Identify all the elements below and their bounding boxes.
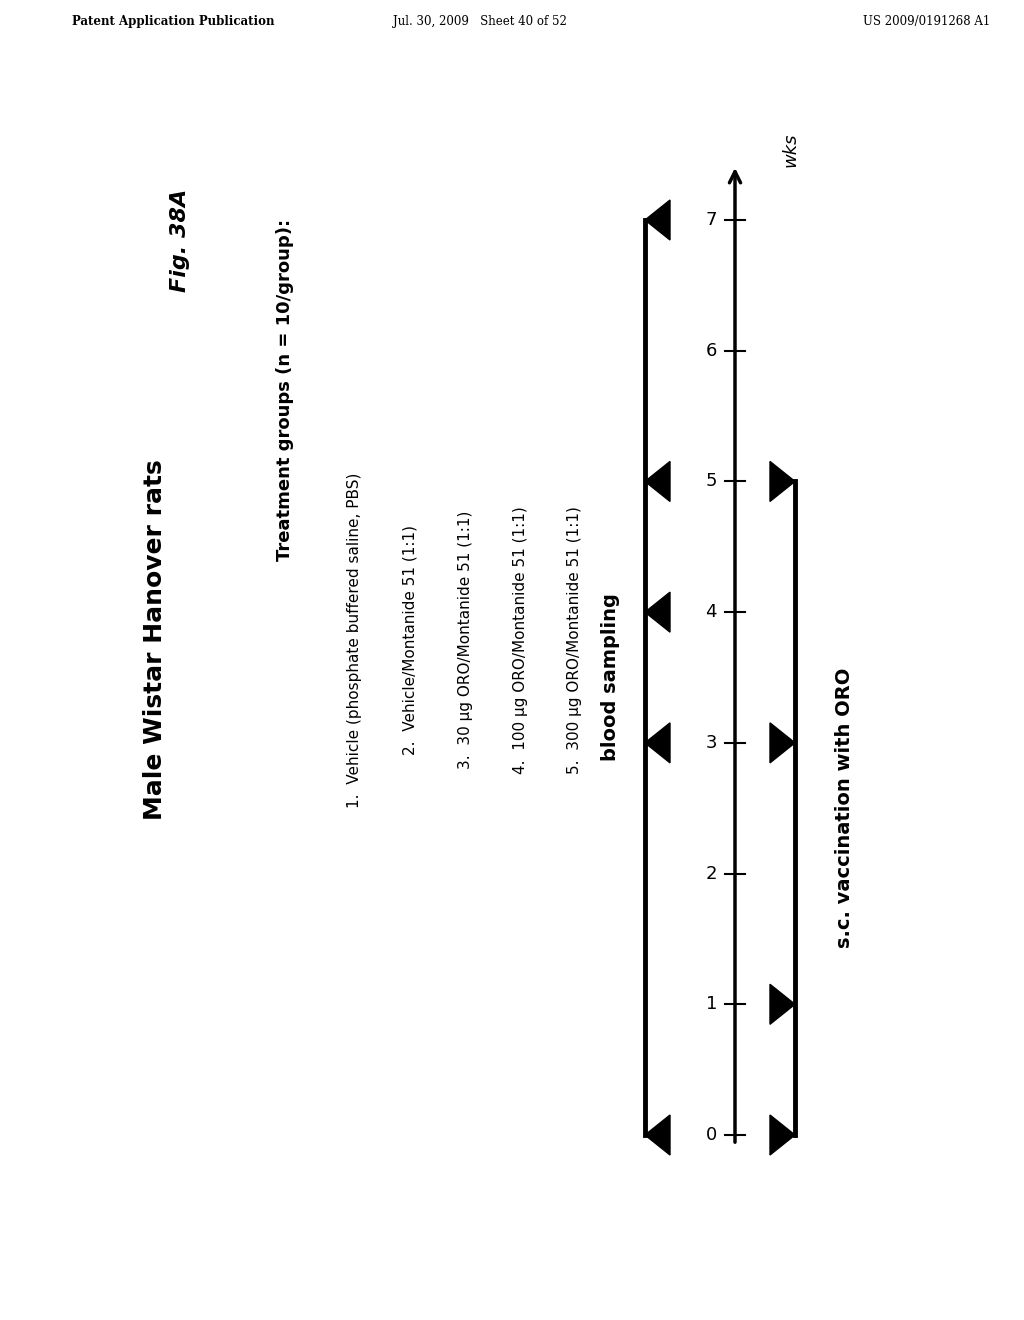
Text: 3: 3 [706,734,717,752]
Polygon shape [645,462,670,502]
Polygon shape [645,201,670,240]
Text: 1: 1 [706,995,717,1014]
Text: US 2009/0191268 A1: US 2009/0191268 A1 [863,15,990,28]
Text: Jul. 30, 2009   Sheet 40 of 52: Jul. 30, 2009 Sheet 40 of 52 [393,15,567,28]
Text: 7: 7 [706,211,717,228]
Text: 3.  30 μg ORO/Montanide 51 (1:1): 3. 30 μg ORO/Montanide 51 (1:1) [458,511,472,770]
Polygon shape [645,593,670,632]
Polygon shape [770,1115,795,1155]
Text: 5.  300 μg ORO/Montanide 51 (1:1): 5. 300 μg ORO/Montanide 51 (1:1) [567,506,583,774]
Text: 4: 4 [706,603,717,622]
Text: wks: wks [781,133,799,168]
Text: 5: 5 [706,473,717,491]
Text: blood sampling: blood sampling [600,594,620,762]
Text: Treatment groups (n = 10/group):: Treatment groups (n = 10/group): [276,219,294,561]
Text: 1.  Vehicle (phosphate buffered saline, PBS): 1. Vehicle (phosphate buffered saline, P… [347,473,362,808]
Polygon shape [770,462,795,502]
Text: 0: 0 [706,1126,717,1144]
Polygon shape [645,723,670,763]
Text: 4.  100 μg ORO/Montanide 51 (1:1): 4. 100 μg ORO/Montanide 51 (1:1) [512,506,527,774]
Text: Patent Application Publication: Patent Application Publication [72,15,274,28]
Polygon shape [770,985,795,1024]
Text: 6: 6 [706,342,717,360]
Text: s.c. vaccination with ORO: s.c. vaccination with ORO [836,668,854,948]
Text: 2: 2 [706,865,717,883]
Polygon shape [645,1115,670,1155]
Text: Fig. 38A: Fig. 38A [170,189,190,292]
Text: 2.  Vehicle/Montanide 51 (1:1): 2. Vehicle/Montanide 51 (1:1) [402,525,418,755]
Polygon shape [770,723,795,763]
Text: Male Wistar Hanover rats: Male Wistar Hanover rats [143,459,167,820]
